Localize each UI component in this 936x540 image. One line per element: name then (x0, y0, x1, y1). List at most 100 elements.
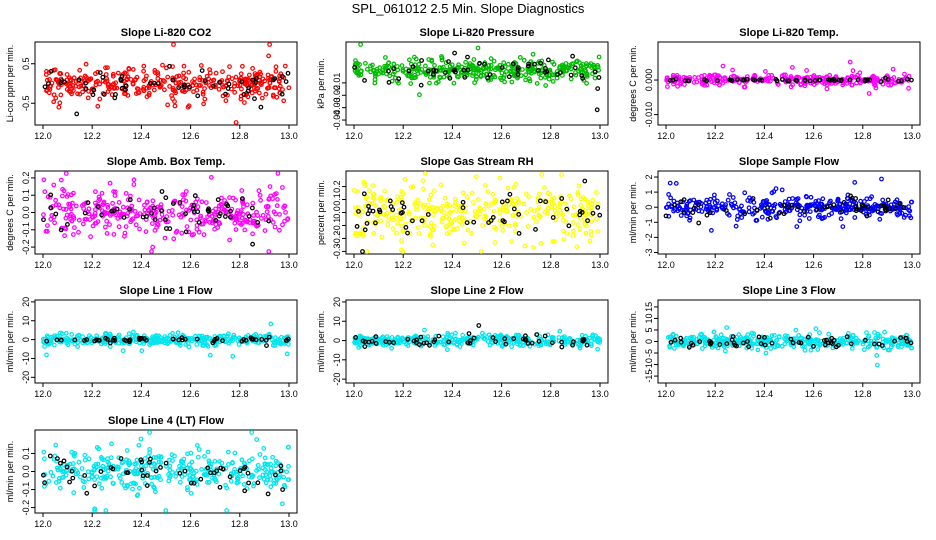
data-point (879, 176, 884, 182)
data-point (186, 462, 192, 468)
data-point (802, 78, 808, 84)
data-point (664, 75, 670, 81)
data-point (56, 85, 61, 90)
data-point (840, 342, 846, 347)
data-point (488, 62, 494, 68)
data-point (773, 186, 779, 192)
data-point (861, 347, 867, 353)
data-point (130, 480, 136, 486)
data-point (387, 198, 393, 204)
data-point (776, 334, 782, 339)
data-point (579, 209, 585, 215)
data-point (517, 55, 523, 60)
data-point (692, 74, 698, 80)
data-point (702, 340, 708, 346)
data-point (230, 195, 236, 201)
data-point (576, 183, 582, 189)
data-point (239, 196, 245, 202)
data-point (92, 71, 98, 77)
data-point (383, 55, 388, 60)
data-point (92, 483, 97, 489)
x-tick-label: 12.6 (493, 260, 511, 270)
data-point (280, 185, 285, 190)
data-point (869, 194, 874, 200)
data-point (419, 218, 425, 224)
data-point (59, 331, 65, 337)
y-axis-label: ml/min per min. (628, 311, 638, 373)
data-point (92, 477, 97, 483)
data-point (594, 190, 599, 195)
data-point (495, 335, 501, 340)
data-point (546, 57, 551, 63)
data-point (66, 88, 72, 94)
data-point (882, 206, 888, 212)
data-point (580, 337, 586, 343)
data-point (266, 218, 272, 224)
y-tick-label: -0.3 (332, 244, 342, 260)
plot-frame (345, 299, 609, 384)
data-point (360, 209, 366, 215)
x-tick-label: 12.6 (182, 131, 200, 141)
data-point (711, 205, 716, 211)
data-point (158, 202, 164, 208)
data-point (177, 463, 182, 469)
data-point (75, 470, 81, 476)
data-point (191, 480, 197, 486)
y-tick-label: 10 (332, 316, 342, 326)
data-point (575, 190, 581, 195)
data-point (533, 226, 538, 232)
data-point (425, 334, 431, 340)
data-point (533, 219, 539, 225)
data-point (705, 206, 711, 212)
data-point (50, 473, 56, 479)
data-point (273, 472, 278, 478)
data-point (148, 341, 154, 346)
x-tick-label: 12.6 (493, 389, 511, 399)
data-point (824, 337, 829, 343)
data-point (527, 69, 533, 75)
data-point (750, 211, 756, 217)
data-point (751, 331, 756, 337)
x-tick-label: 12.6 (493, 131, 511, 141)
data-point (355, 189, 361, 195)
data-point (678, 339, 684, 345)
data-point (798, 81, 804, 87)
data-point (220, 69, 225, 75)
data-point (381, 203, 386, 209)
data-point (691, 205, 697, 211)
data-point (77, 474, 83, 480)
data-point (275, 171, 281, 176)
data-point (702, 82, 707, 88)
data-point (111, 231, 117, 237)
data-point (697, 339, 703, 345)
data-point (152, 461, 158, 467)
data-point (904, 76, 910, 82)
data-point (46, 81, 51, 87)
data-point (263, 204, 269, 210)
data-point (257, 192, 263, 198)
data-point (48, 192, 54, 198)
data-point (538, 60, 543, 66)
data-point (227, 214, 233, 220)
data-point (280, 222, 285, 228)
data-point (751, 199, 757, 205)
data-point (731, 340, 737, 346)
data-point (438, 339, 444, 345)
data-point (170, 470, 175, 475)
data-point (205, 214, 211, 220)
data-point (476, 197, 481, 202)
data-point (67, 461, 73, 467)
x-tick-label: 12.2 (706, 389, 724, 399)
data-point (568, 72, 574, 78)
data-point (131, 177, 137, 183)
data-point (824, 82, 830, 88)
data-point (877, 216, 883, 222)
data-point (817, 77, 823, 83)
data-point (64, 212, 70, 218)
y-tick-label: -20 (21, 371, 31, 384)
x-tick-label: 12.0 (34, 519, 52, 529)
data-point (527, 78, 533, 84)
data-point (183, 342, 189, 347)
data-point (170, 212, 176, 218)
x-tick-label: 12.4 (133, 389, 151, 399)
